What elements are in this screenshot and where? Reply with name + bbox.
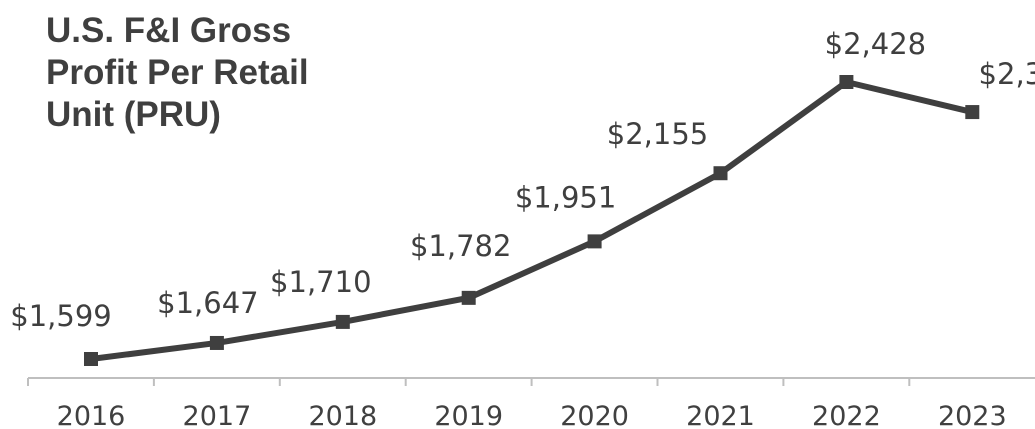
data-label: $1,951	[515, 180, 616, 214]
data-label: $1,710	[270, 265, 371, 299]
x-tick-label: 2021	[686, 401, 755, 429]
data-label: $1,599	[10, 299, 111, 333]
series-line	[90, 79, 973, 362]
data-point	[713, 166, 728, 181]
x-tick-label: 2023	[938, 401, 1007, 429]
data-point	[84, 352, 98, 366]
x-tick-label: 2019	[434, 401, 503, 429]
data-point	[839, 75, 854, 89]
data-point	[587, 234, 602, 249]
chart-title: U.S. F&I Gross Profit Per Retail Unit (P…	[46, 10, 386, 136]
data-point	[461, 290, 476, 305]
data-point	[965, 105, 980, 120]
x-tick-label: 2022	[812, 401, 881, 429]
chart-title-line-2: Profit Per Retail	[46, 53, 309, 92]
chart-title-line-3: Unit (PRU)	[46, 95, 221, 134]
data-label: $2,428	[825, 27, 926, 61]
chart-title-line-1: U.S. F&I Gross	[46, 11, 292, 50]
data-label: $2,338	[979, 57, 1035, 91]
data-point	[335, 314, 350, 329]
x-tick-label: 2017	[183, 401, 252, 429]
x-tick-label: 2016	[57, 401, 126, 429]
x-tick-label: 2020	[560, 401, 629, 429]
x-tick-label: 2018	[308, 401, 377, 429]
data-label: $2,155	[607, 117, 708, 151]
data-point	[209, 335, 224, 350]
data-label: $1,647	[157, 286, 258, 320]
data-label: $1,782	[410, 229, 511, 263]
